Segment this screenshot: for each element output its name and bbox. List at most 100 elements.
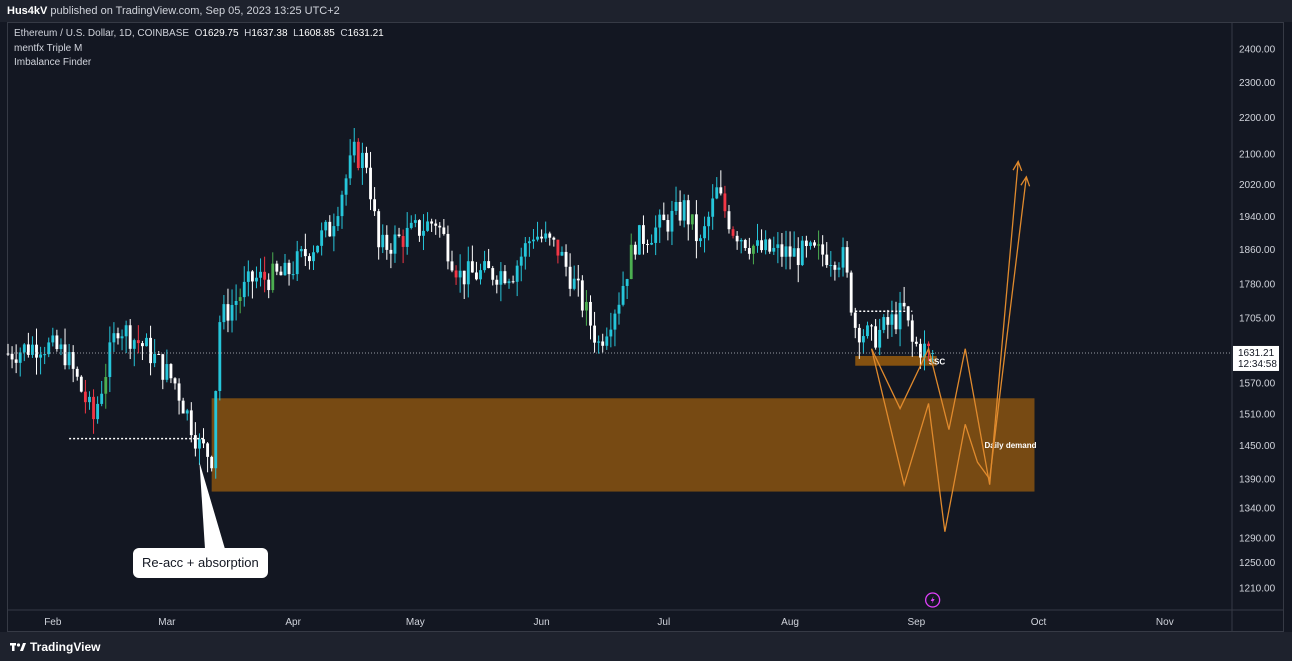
candle-body <box>291 274 295 276</box>
candle-body <box>686 200 690 225</box>
candle-body <box>401 236 405 247</box>
candle-body <box>491 268 495 280</box>
candle-body <box>149 337 152 364</box>
time-tick-label[interactable]: Sep <box>907 617 925 628</box>
time-tick-label[interactable]: Jun <box>534 617 550 628</box>
candle-body <box>837 267 841 270</box>
candle-body <box>670 210 674 232</box>
candle-body <box>214 391 218 469</box>
price-tick-label[interactable]: 1250.00 <box>1239 558 1276 569</box>
candle-body <box>861 336 865 343</box>
time-tick-label[interactable]: Apr <box>285 617 301 628</box>
candle-body <box>185 410 189 414</box>
candle-body <box>760 240 763 251</box>
candle-body <box>124 325 128 337</box>
candle-body <box>584 301 588 311</box>
publisher-header: Hus4kV published on TradingView.com, Sep… <box>0 0 1292 22</box>
candle-body <box>800 240 804 266</box>
candle-body <box>898 302 902 330</box>
price-tick-label[interactable]: 1450.00 <box>1239 441 1276 452</box>
price-tick-label[interactable]: 1510.00 <box>1239 409 1276 420</box>
candle-body <box>39 354 43 358</box>
candle-body <box>866 325 869 337</box>
candle-body <box>59 344 63 350</box>
candle-body <box>279 271 283 276</box>
price-tick-label[interactable]: 1940.00 <box>1239 212 1276 223</box>
candle-body <box>678 201 682 221</box>
time-tick-label[interactable]: Jul <box>657 617 670 628</box>
candle-body <box>177 383 181 401</box>
symbol-row[interactable]: Ethereum / U.S. Dollar, 1D, COINBASE O16… <box>14 27 384 42</box>
candle-body <box>405 227 409 247</box>
candle-body <box>580 280 584 311</box>
price-tick-label[interactable]: 1570.00 <box>1239 379 1276 390</box>
event-marker-icon[interactable] <box>924 592 941 608</box>
price-tick-label[interactable]: 1290.00 <box>1239 533 1276 544</box>
candle-body <box>857 327 861 343</box>
candle-body <box>906 306 910 321</box>
candle-body <box>621 285 625 305</box>
price-tick-label[interactable]: 2100.00 <box>1239 149 1276 160</box>
time-tick-label[interactable]: Mar <box>158 617 176 628</box>
time-tick-label[interactable]: Aug <box>781 617 799 628</box>
time-tick-label[interactable]: Feb <box>44 617 62 628</box>
candle-body <box>886 317 890 325</box>
candle-body <box>96 403 100 420</box>
candle-body <box>336 216 340 227</box>
price-tick-label[interactable]: 1210.00 <box>1239 584 1276 595</box>
price-tick-label[interactable]: 2300.00 <box>1239 78 1276 89</box>
price-tick-label[interactable]: 1780.00 <box>1239 280 1276 291</box>
candle-body <box>536 236 539 240</box>
candle-body <box>495 279 499 285</box>
daily-demand-label: Daily demand <box>984 441 1036 450</box>
candle-body <box>756 240 759 246</box>
tradingview-logo[interactable]: TradingView <box>10 640 100 654</box>
candle-body <box>75 368 79 377</box>
candle-body <box>593 325 596 343</box>
price-axis[interactable]: 2400.00 2300.00 2200.00 2100.00 2020.00 1940.… <box>1233 44 1279 595</box>
indicator-mentfx[interactable]: mentfx Triple M <box>14 42 83 54</box>
candle-body <box>487 261 491 269</box>
price-tick-label[interactable]: 1340.00 <box>1239 503 1276 514</box>
candle-body <box>308 256 311 262</box>
author-name[interactable]: Hus4kV <box>7 5 48 17</box>
price-tick-label[interactable]: 2020.00 <box>1239 180 1276 191</box>
time-tick-label[interactable]: Nov <box>1156 617 1174 628</box>
candle-body <box>22 344 26 353</box>
price-tick-label[interactable]: 1860.00 <box>1239 245 1276 256</box>
price-tick-label[interactable]: 1390.00 <box>1239 474 1276 485</box>
ohlc-open-key: O <box>194 28 203 39</box>
candle-body <box>128 325 132 349</box>
ssc-label: SSC <box>929 358 946 367</box>
candle-body <box>910 320 914 342</box>
price-tick-label[interactable]: 2200.00 <box>1239 113 1276 124</box>
candle-body <box>393 234 397 254</box>
candle-body <box>751 245 755 254</box>
callout-reacc-absorption[interactable]: Re-acc + absorption <box>133 548 268 578</box>
time-tick-label[interactable]: Oct <box>1031 617 1047 628</box>
candle-body <box>332 226 336 237</box>
candle-body <box>450 261 454 271</box>
candle-body <box>739 240 743 242</box>
indicator-imbalance-finder[interactable]: Imbalance Finder <box>14 57 92 68</box>
candle-body <box>250 271 254 282</box>
time-tick-label[interactable]: May <box>406 617 425 628</box>
candles <box>6 128 935 479</box>
projection-arrowhead <box>1020 175 1031 187</box>
candle-body <box>283 262 287 276</box>
candle-body <box>483 261 487 271</box>
candle-body <box>263 271 267 280</box>
candle-body <box>88 396 91 403</box>
last-price-tag[interactable] <box>1233 345 1279 371</box>
candle-body <box>804 240 808 246</box>
candle-body <box>324 221 328 231</box>
candle-body <box>568 266 572 289</box>
candle-body <box>560 251 564 256</box>
price-tick-label[interactable]: 2400.00 <box>1239 44 1276 55</box>
ohlc-close-value: 1631.21 <box>347 28 384 39</box>
candle-body <box>776 244 780 248</box>
price-tick-label[interactable]: 1705.00 <box>1239 314 1276 325</box>
time-axis[interactable]: Feb Mar Apr May Jun Jul Aug Sep Oct Nov <box>44 617 1174 628</box>
candle-body <box>193 435 197 449</box>
